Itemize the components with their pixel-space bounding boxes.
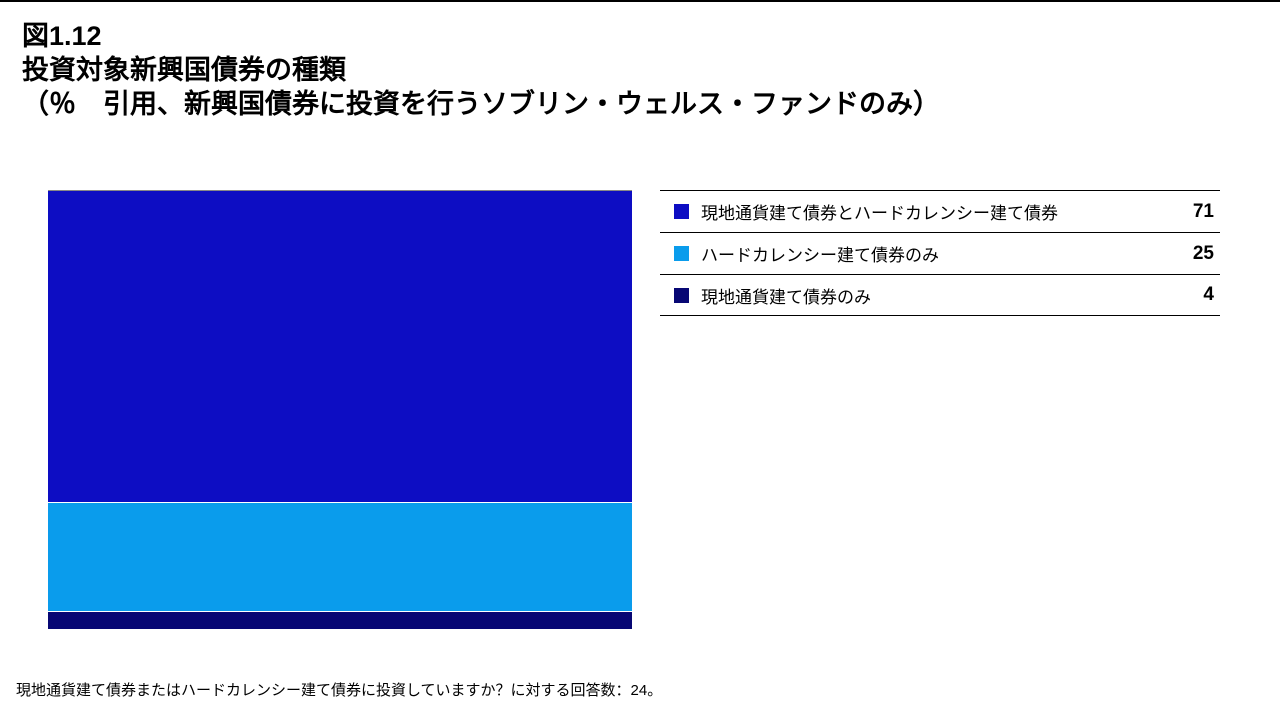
- chart-title-block: 図1.12 投資対象新興国債券の種類 （％ 引用、新興国債券に投資を行うソブリン…: [0, 2, 1280, 121]
- legend-label: 現地通貨建て債券のみ: [701, 283, 1203, 308]
- title-line-1: 図1.12: [22, 20, 1280, 54]
- legend-swatch: [674, 204, 689, 219]
- chart-legend: 現地通貨建て債券とハードカレンシー建て債券71ハードカレンシー建て債券のみ25現…: [660, 190, 1220, 316]
- legend-row: 現地通貨建て債券とハードカレンシー建て債券71: [660, 190, 1220, 232]
- chart-segment: [48, 611, 632, 629]
- footer-note: 現地通貨建て債券またはハードカレンシー建て債券に投資していますか？に対する回答数…: [16, 679, 662, 700]
- stacked-bar-chart: [48, 190, 632, 628]
- legend-row: 現地通貨建て債券のみ4: [660, 274, 1220, 316]
- chart-segment: [48, 502, 632, 612]
- legend-value: 4: [1203, 284, 1214, 306]
- legend-swatch: [674, 246, 689, 261]
- legend-value: 25: [1193, 243, 1214, 265]
- legend-label: ハードカレンシー建て債券のみ: [701, 241, 1193, 266]
- legend-row: ハードカレンシー建て債券のみ25: [660, 232, 1220, 274]
- legend-label: 現地通貨建て債券とハードカレンシー建て債券: [701, 199, 1193, 224]
- legend-swatch: [674, 288, 689, 303]
- title-line-3: （％ 引用、新興国債券に投資を行うソブリン・ウェルス・ファンドのみ）: [22, 88, 1280, 122]
- chart-segment: [48, 191, 632, 502]
- legend-value: 71: [1193, 201, 1214, 223]
- title-line-2: 投資対象新興国債券の種類: [22, 54, 1280, 88]
